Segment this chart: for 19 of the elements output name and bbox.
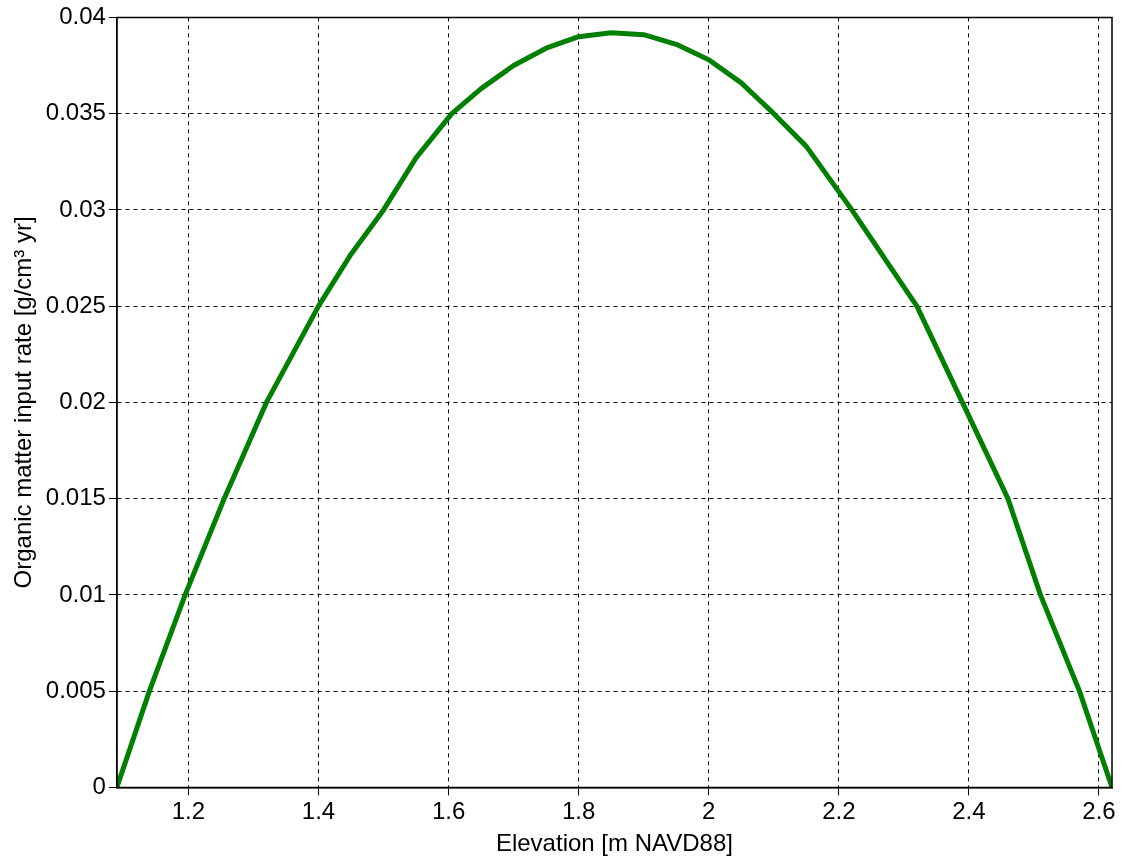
x-tick-label: 1.8: [561, 797, 596, 825]
y-tick-label: 0.025: [45, 290, 106, 318]
x-tick-label: 2: [702, 797, 716, 825]
x-axis-title: Elevation [m NAVD88]: [495, 829, 733, 857]
x-tick-label: 2.2: [822, 797, 856, 825]
x-tick-label: 1.6: [431, 797, 466, 825]
y-tick-label: 0.005: [45, 675, 106, 703]
y-tick-label: 0.03: [59, 194, 106, 222]
x-tick-label: 1.2: [171, 797, 206, 825]
y-tick-label: 0.015: [45, 483, 106, 511]
y-tick-label: 0.02: [59, 387, 106, 415]
y-axis-title: Organic matter input rate [g/cm³ yr]: [9, 216, 37, 589]
y-tick-label: 0.01: [59, 579, 106, 607]
x-tick-label: 2.6: [1082, 797, 1116, 825]
x-tick-label: 2.4: [952, 797, 986, 825]
y-tick-label: 0: [92, 772, 106, 800]
y-tick-label: 0.04: [59, 2, 106, 30]
x-tick-label: 1.4: [301, 797, 336, 825]
y-tick-label: 0.035: [45, 98, 106, 126]
